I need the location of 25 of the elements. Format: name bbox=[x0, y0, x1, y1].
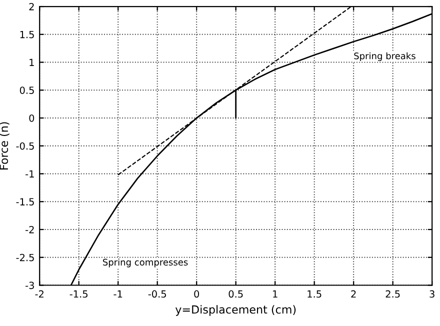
y-tick-label: 1 bbox=[30, 58, 34, 66]
x-tick-label: 0 bbox=[194, 290, 200, 298]
annotation: Spring compresses bbox=[102, 258, 188, 268]
y-tick-label: 2 bbox=[29, 3, 34, 10]
x-tick-label: -1.5 bbox=[70, 290, 88, 298]
y-tick-label: 0.5 bbox=[20, 86, 34, 94]
annotation: Spring breaks bbox=[354, 52, 416, 62]
x-tick-label: 2 bbox=[351, 290, 356, 298]
x-tick-label: -1 bbox=[114, 290, 122, 298]
x-tick-label: 0.5 bbox=[228, 290, 243, 298]
y-tick-label: -1 bbox=[26, 170, 34, 178]
y-tick-label: -1.5 bbox=[16, 198, 34, 206]
y-tick-label: -0.5 bbox=[16, 142, 34, 150]
x-tick-label: 3 bbox=[430, 290, 434, 298]
x-tick-label: -2 bbox=[35, 290, 44, 298]
x-tick-label: 2.5 bbox=[386, 290, 400, 298]
x-tick-label: 1 bbox=[273, 290, 278, 298]
x-tick-label: 1.5 bbox=[308, 290, 322, 298]
x-tick-label: -0.5 bbox=[148, 290, 166, 298]
y-tick-label: -3 bbox=[26, 282, 34, 290]
y-tick-label: -2.5 bbox=[16, 254, 34, 262]
x-axis-title: y=Displacement (cm) bbox=[175, 305, 296, 316]
y-tick-label: 1.5 bbox=[20, 31, 34, 38]
y-tick-label: 0 bbox=[29, 114, 34, 122]
y-tick-label: -2 bbox=[26, 226, 34, 234]
